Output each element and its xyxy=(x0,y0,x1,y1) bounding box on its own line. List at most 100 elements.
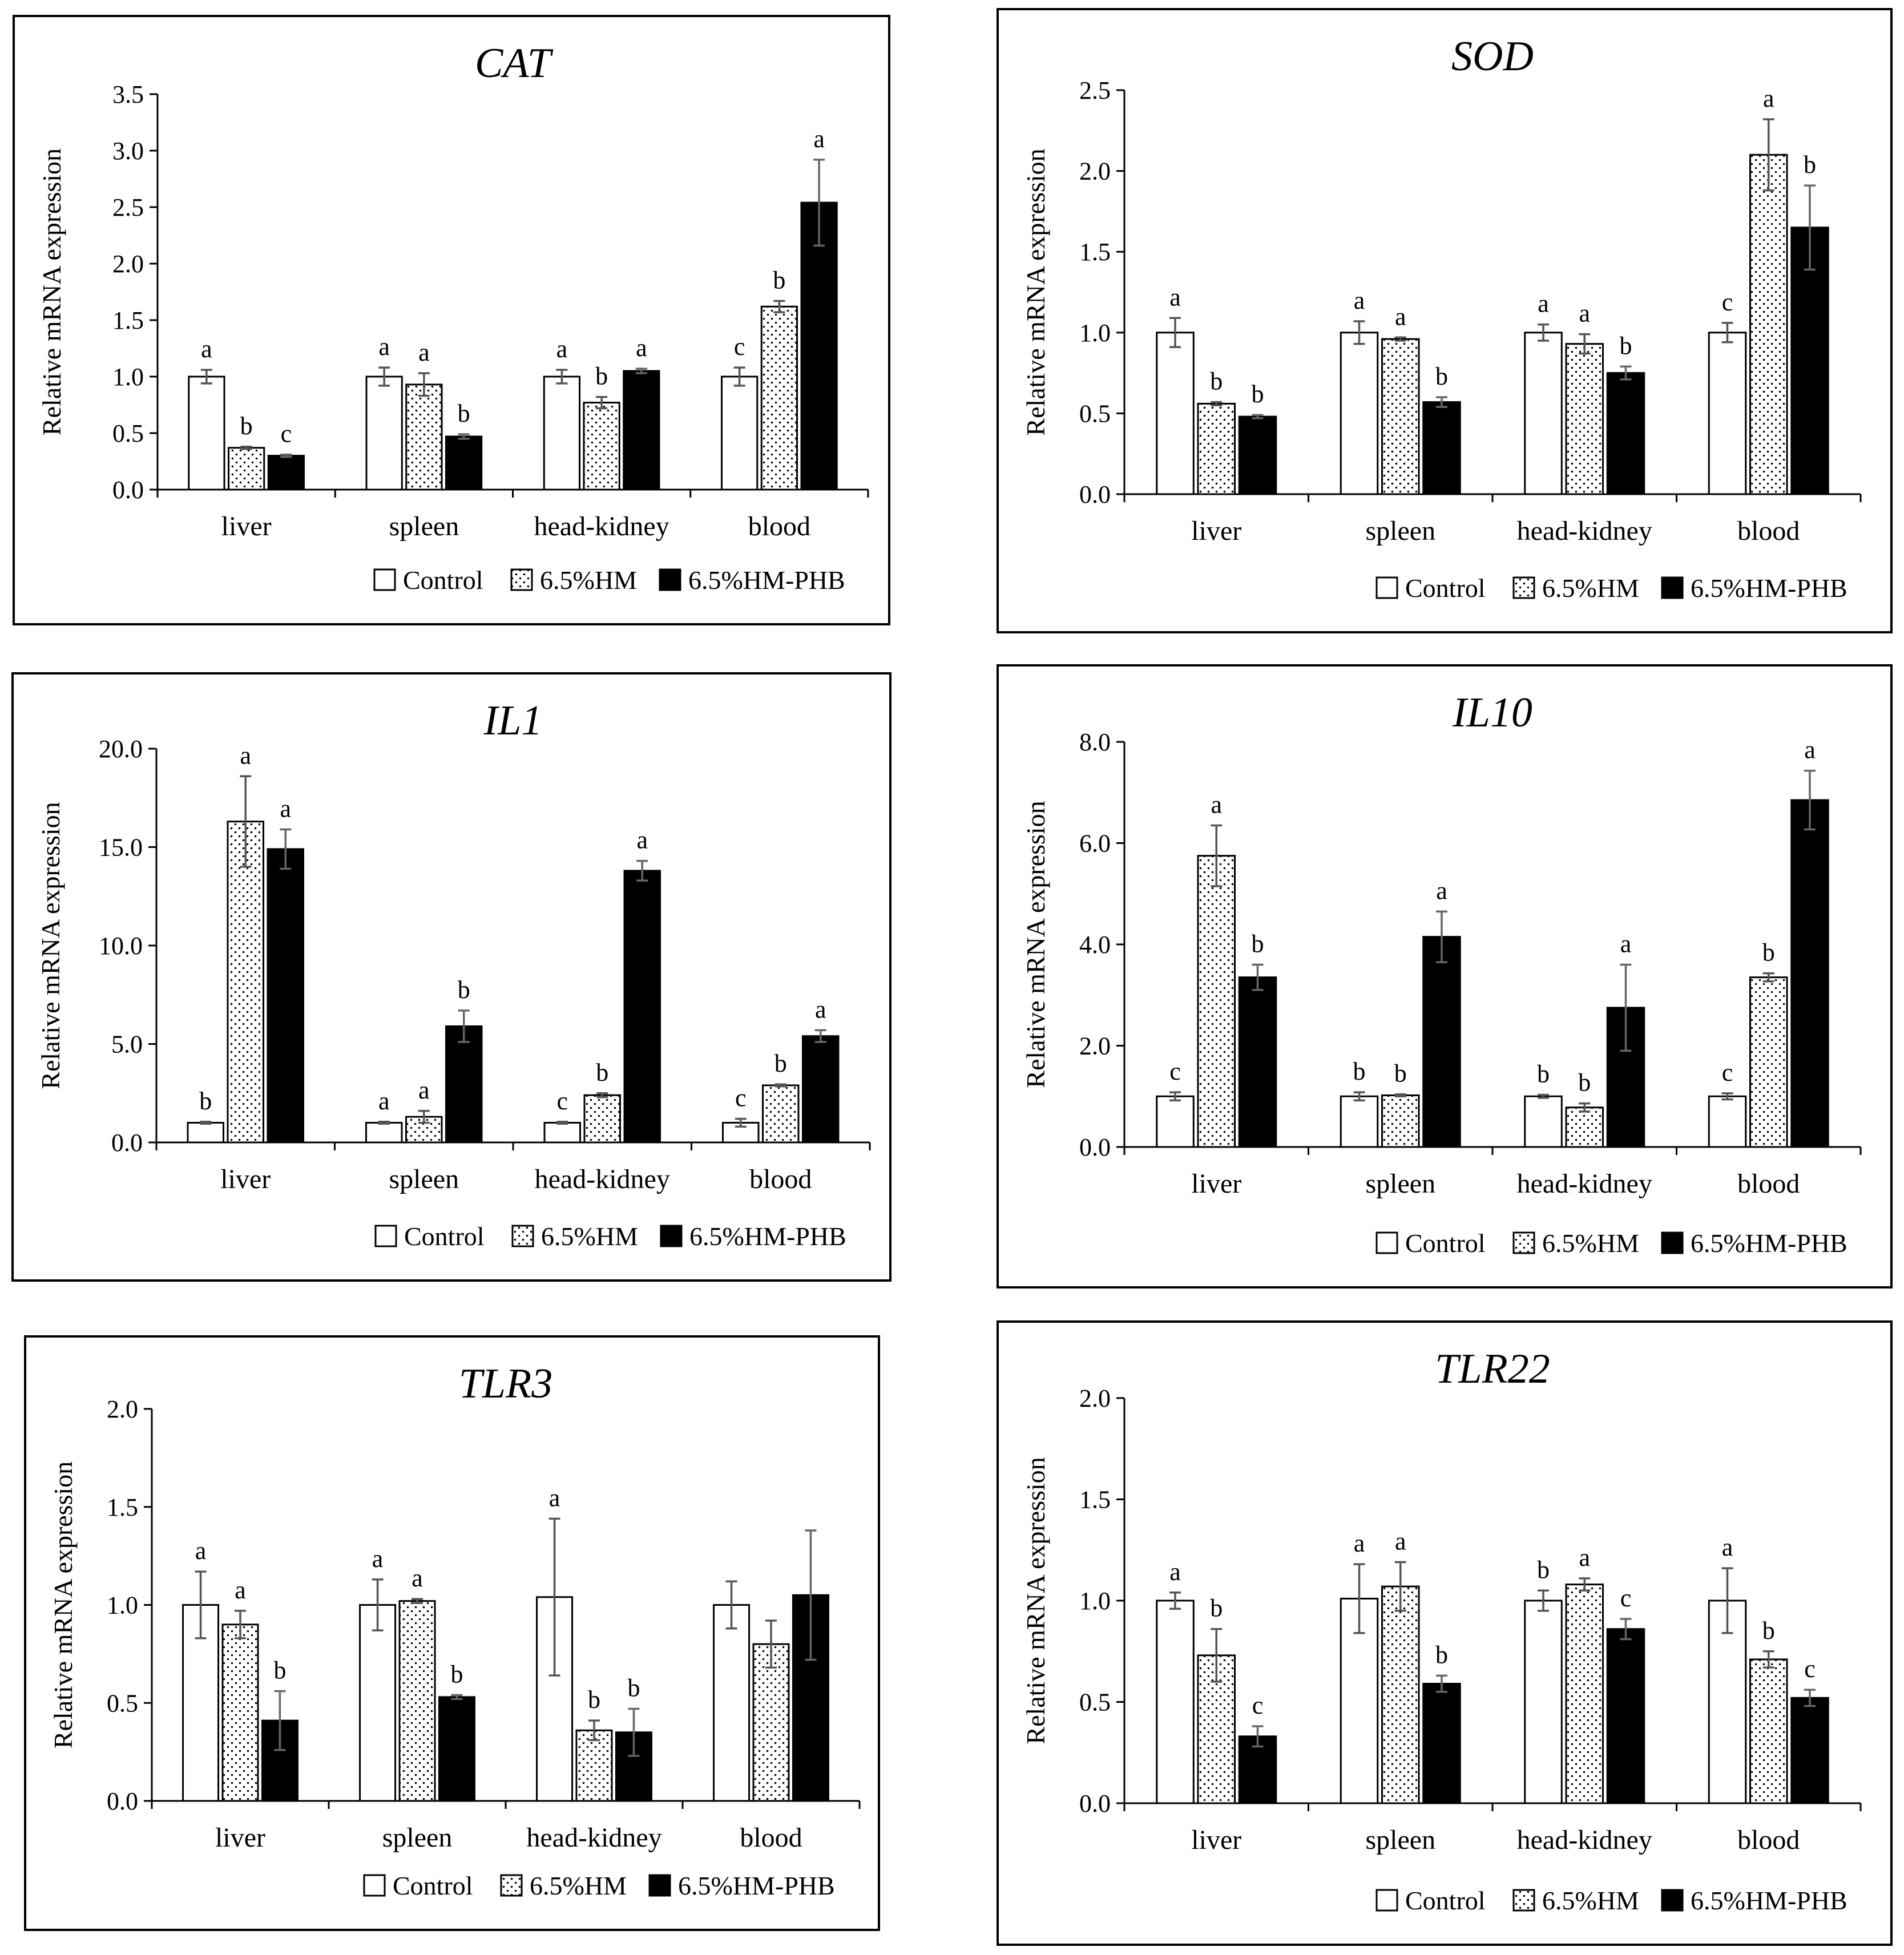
significance-label: b xyxy=(1435,362,1448,390)
significance-label: b xyxy=(1394,1060,1407,1088)
bar-control-spleen xyxy=(1340,1095,1379,1148)
y-tick-label: 6.0 xyxy=(1079,830,1111,858)
legend-label-6-5-hm-phb: 6.5%HM-PHB xyxy=(1691,1229,1847,1258)
significance-label: c xyxy=(556,1087,568,1115)
significance-label: a xyxy=(201,335,212,363)
significance-label: a xyxy=(372,1545,384,1573)
bar-6-5-hm-blood xyxy=(1749,154,1788,495)
bar-control-head-kidney xyxy=(1524,1095,1563,1148)
category-label-spleen: spleen xyxy=(1365,1825,1435,1855)
chart-panel-cat: CAT Relative mRNA expression 0.0 0.5 1.0 1.5 2… xyxy=(13,15,890,625)
y-tick-label: 2.0 xyxy=(107,1395,138,1423)
legend-label-control: Control xyxy=(1405,573,1486,603)
significance-label: b xyxy=(1762,1617,1775,1645)
significance-label: a xyxy=(1722,1533,1733,1561)
legend-label-6-5-hm-phb: 6.5%HM-PHB xyxy=(688,566,845,595)
category-label-blood: blood xyxy=(1737,1169,1800,1199)
legend-swatch-6-5-hm xyxy=(510,568,533,591)
bar-control-blood xyxy=(713,1604,751,1802)
significance-label: b xyxy=(1578,1069,1591,1097)
bar-6-5-hm-blood xyxy=(1749,976,1788,1148)
bar-control-head-kidney xyxy=(543,1122,581,1144)
chart-title: TLR3 xyxy=(459,1360,553,1407)
significance-label: c xyxy=(1252,1691,1264,1719)
significance-label: a xyxy=(378,1087,390,1115)
y-tick-label: 1.0 xyxy=(112,363,144,391)
chart-title: IL1 xyxy=(483,697,543,744)
legend-swatch-6-5-hm xyxy=(1512,1889,1535,1912)
significance-label: a xyxy=(1436,876,1447,904)
y-tick-label: 2.5 xyxy=(1079,76,1111,104)
legend-swatch-control xyxy=(363,1874,386,1897)
bar-6-5-hm-spleen xyxy=(1381,1585,1420,1804)
significance-label: b xyxy=(240,412,253,440)
y-tick-label: 15.0 xyxy=(99,834,143,862)
bar-6-5-hm-blood xyxy=(1749,1658,1788,1804)
bar-6-5-hm-blood xyxy=(752,1643,790,1802)
chart-panel-tlr3: TLR3 Relative mRNA expression 0.0 0.5 1.0 1.5… xyxy=(24,1335,880,1931)
bar-6-5-hm-phb-blood xyxy=(1790,227,1829,495)
legend-swatch-6-5-hm-phb xyxy=(1661,576,1684,599)
bar-6-5-hm-phb-liver xyxy=(1238,415,1277,495)
significance-label: b xyxy=(1210,1594,1223,1622)
bar-control-head-kidney xyxy=(1524,1599,1563,1804)
significance-label: b xyxy=(1537,1060,1550,1088)
bar-6-5-hm-head-kidney xyxy=(575,1729,613,1802)
category-label-spleen: spleen xyxy=(389,1164,459,1194)
chart-title: IL10 xyxy=(1452,689,1532,736)
significance-label: b xyxy=(596,1059,608,1086)
y-tick-label: 2.0 xyxy=(1079,1384,1111,1412)
category-label-blood: blood xyxy=(740,1823,802,1853)
category-label-blood: blood xyxy=(1737,1825,1800,1855)
significance-label: b xyxy=(450,1661,463,1689)
chart-svg: SOD Relative mRNA expression 0.0 0.5 1.0 1.5 2… xyxy=(1021,33,1862,603)
chart-title: TLR22 xyxy=(1435,1346,1550,1392)
legend-label-control: Control xyxy=(404,1222,485,1251)
bar-control-head-kidney xyxy=(543,375,581,491)
significance-label: c xyxy=(1620,1584,1632,1612)
y-tick-label: 0.5 xyxy=(1079,1689,1111,1716)
y-tick-label: 0.0 xyxy=(1079,480,1111,508)
bar-6-5-hm-blood xyxy=(760,305,798,491)
y-axis-label: Relative mRNA expression xyxy=(36,802,65,1089)
chart-panel-tlr22: TLR22 Relative mRNA expression 0.0 0.5 1.0 1.… xyxy=(997,1320,1893,1946)
legend-swatch-6-5-hm xyxy=(511,1225,534,1247)
bar-6-5-hm-liver xyxy=(1197,855,1236,1148)
legend-label-6-5-hm-phb: 6.5%HM-PHB xyxy=(689,1222,846,1251)
significance-label: b xyxy=(458,399,470,427)
bar-6-5-hm-head-kidney xyxy=(1565,1584,1604,1804)
bar-control-spleen xyxy=(365,1122,403,1144)
y-tick-label: 0.5 xyxy=(1079,399,1111,427)
category-label-liver: liver xyxy=(1191,1169,1241,1199)
bar-6-5-hm-phb-spleen xyxy=(1422,936,1461,1148)
y-tick-label: 3.0 xyxy=(112,137,144,165)
bar-control-blood xyxy=(1708,1599,1747,1804)
significance-label: a xyxy=(195,1537,207,1565)
significance-label: c xyxy=(281,420,292,448)
legend-swatch-control xyxy=(373,568,396,591)
y-tick-label: 8.0 xyxy=(1079,728,1111,756)
y-tick-label: 10.0 xyxy=(99,932,143,960)
significance-label: b xyxy=(774,1049,787,1077)
y-tick-label: 2.0 xyxy=(112,250,144,278)
significance-label: a xyxy=(1804,736,1816,764)
bar-control-spleen xyxy=(365,375,403,491)
y-tick-label: 20.0 xyxy=(99,735,143,763)
bar-6-5-hm-liver xyxy=(227,821,264,1144)
y-tick-label: 5.0 xyxy=(111,1031,143,1059)
bar-6-5-hm-phb-blood xyxy=(802,1035,840,1144)
bar-control-liver xyxy=(187,1122,224,1144)
bar-6-5-hm-phb-blood xyxy=(1790,799,1829,1148)
legend-label-6-5-hm-phb: 6.5%HM-PHB xyxy=(678,1871,835,1900)
significance-label: c xyxy=(1169,1057,1181,1085)
bar-6-5-hm-phb-head-kidney xyxy=(1606,372,1645,495)
legend-swatch-control xyxy=(1375,1231,1398,1254)
category-label-head-kidney: head-kidney xyxy=(535,1164,670,1194)
significance-label: b xyxy=(1210,367,1223,395)
significance-label: b xyxy=(1435,1641,1448,1669)
significance-label: a xyxy=(1763,84,1774,112)
chart-svg: IL10 Relative mRNA expression 0.0 2.0 4.0 6.0… xyxy=(1021,689,1862,1258)
significance-label: a xyxy=(815,995,826,1023)
significance-label: a xyxy=(418,1076,430,1104)
bar-6-5-hm-phb-liver xyxy=(267,848,304,1144)
